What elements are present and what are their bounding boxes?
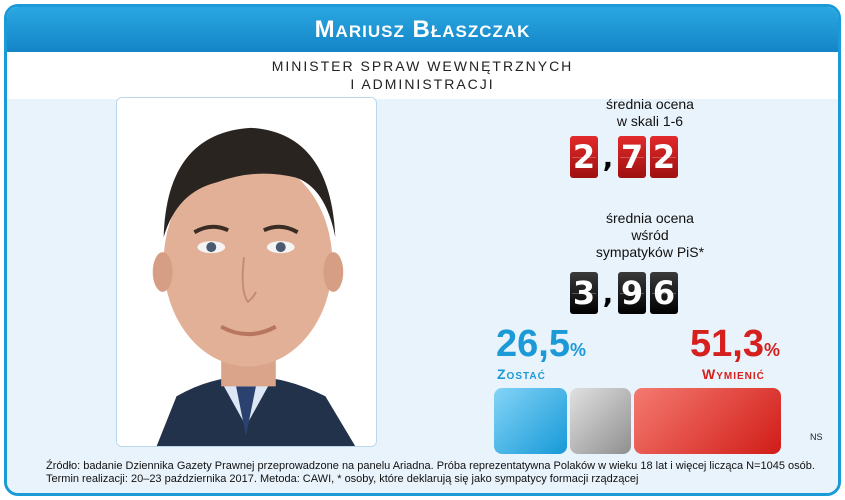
no-opinion-bar <box>570 388 631 454</box>
replace-bar <box>634 388 781 454</box>
supporters-label-line-2: wśród <box>631 227 669 243</box>
supporters-digit-1: 3 <box>570 272 598 314</box>
source-footnote: Źródło: badanie Dziennika Gazety Prawnej… <box>46 460 826 486</box>
replace-value: 51,3 <box>690 323 764 365</box>
replace-unit: % <box>763 340 780 360</box>
replace-label: Wymienić <box>702 366 765 382</box>
overall-decimal-separator: , <box>602 140 614 174</box>
overall-label-line-1: średnia ocena <box>606 96 694 112</box>
stay-label: Zostać <box>497 366 546 382</box>
position-line-2: I ADMINISTRACJI <box>350 75 495 92</box>
stay-value: 26,5 <box>496 323 570 365</box>
person-name: Mariusz Błaszczak <box>314 15 531 43</box>
replace-percentage: 51,3% <box>690 324 780 370</box>
overall-digit-1: 2 <box>570 136 598 178</box>
supporters-decimal-separator: , <box>602 276 614 310</box>
overall-digit-2: 7 <box>618 136 646 178</box>
overall-score-label: średnia ocena w skali 1-6 <box>550 96 750 130</box>
supporters-digit-2: 9 <box>618 272 646 314</box>
position-line-1: MINISTER SPRAW WEWNĘTRZNYCH <box>271 57 574 74</box>
overall-score-display: 2 , 7 2 <box>570 136 678 178</box>
portrait-illustration <box>117 98 376 446</box>
overall-label-line-2: w skali 1-6 <box>616 113 684 129</box>
stay-bar <box>494 388 567 454</box>
portrait-photo <box>116 97 377 447</box>
supporters-score-display: 3 , 9 6 <box>570 272 678 314</box>
overall-digit-3: 2 <box>650 136 678 178</box>
footnote-line-2: Termin realizacji: 20–23 października 20… <box>46 473 639 485</box>
header-bar: Mariusz Błaszczak <box>7 7 838 52</box>
supporters-label-line-3: sympatyków PiS* <box>595 244 705 260</box>
supporters-digit-3: 6 <box>650 272 678 314</box>
supporters-score-label: średnia ocena wśród sympatyków PiS* <box>550 210 750 261</box>
supporters-label-line-1: średnia ocena <box>606 210 694 226</box>
position-title: MINISTER SPRAW WEWNĘTRZNYCH I ADMINISTRA… <box>7 52 838 97</box>
stay-percentage: 26,5% <box>496 324 586 370</box>
stay-unit: % <box>569 340 586 360</box>
footnote-line-1: Źródło: badanie Dziennika Gazety Prawnej… <box>46 460 815 472</box>
ns-label: NS <box>810 432 823 442</box>
